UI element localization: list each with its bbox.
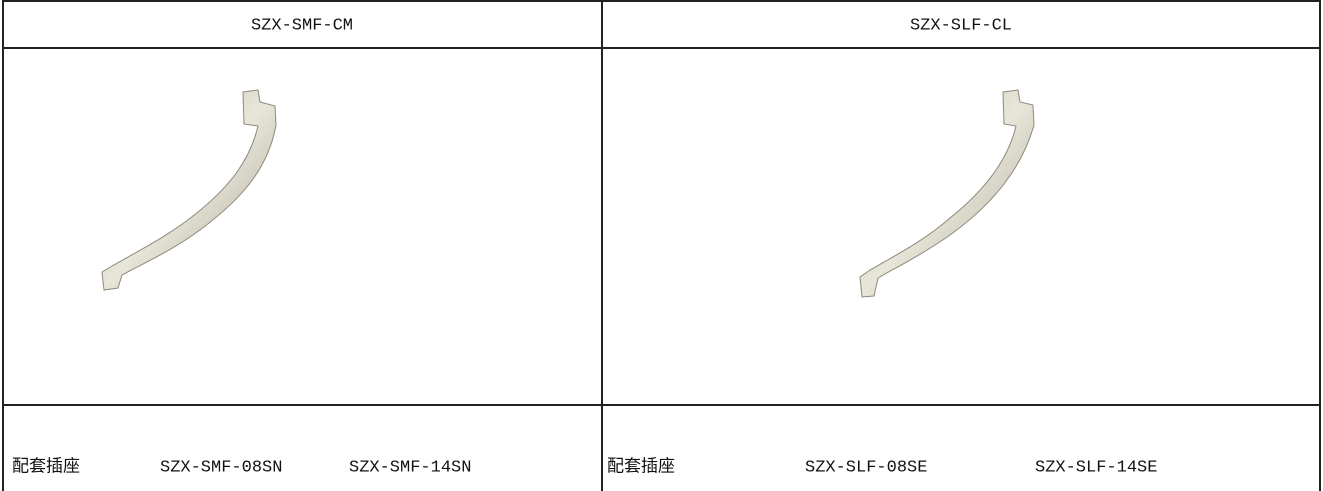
- footer-label: 配套插座: [607, 456, 675, 477]
- product-image: [859, 89, 1035, 298]
- footer-item: SZX-SLF-14SE: [1035, 458, 1157, 477]
- footer-item: SZX-SLF-08SE: [805, 458, 927, 477]
- header-cell: SZX-SMF-CM: [251, 16, 353, 35]
- footer-item: SZX-SMF-08SN: [160, 458, 282, 477]
- product-image: [101, 89, 277, 291]
- footer-item: SZX-SMF-14SN: [349, 458, 471, 477]
- footer-label: 配套插座: [12, 456, 80, 477]
- header-cell: SZX-SLF-CL: [910, 16, 1012, 35]
